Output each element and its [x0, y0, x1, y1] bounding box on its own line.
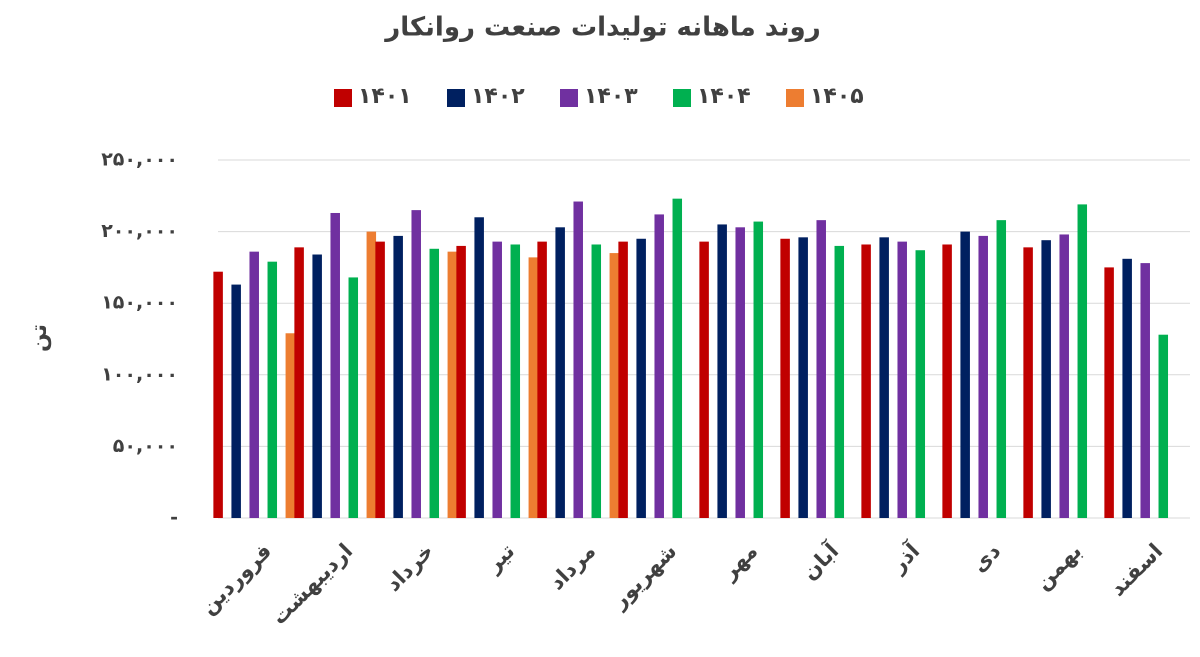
- x-tick-label: مرداد: [545, 539, 601, 595]
- x-tick-label: مهر: [716, 539, 762, 585]
- bar: [861, 244, 871, 518]
- bar: [1122, 258, 1132, 518]
- x-tick-label: فروردین: [196, 539, 276, 619]
- bar: [591, 244, 602, 518]
- bar: [942, 244, 952, 518]
- bar: [1077, 204, 1088, 518]
- bar: [447, 251, 458, 518]
- bar: [285, 333, 296, 518]
- bar: [618, 241, 628, 518]
- bar: [348, 277, 359, 518]
- bar: [672, 198, 683, 518]
- bar: [573, 201, 583, 518]
- bar: [717, 224, 727, 518]
- x-tick-label: اسفند: [1105, 539, 1167, 601]
- bar: [267, 261, 278, 518]
- bar: [879, 237, 889, 518]
- legend-swatch: [786, 89, 804, 107]
- y-tick-label: ۲۵۰,۰۰۰: [101, 149, 178, 171]
- bar: [1023, 247, 1033, 519]
- legend-label: ۱۴۰۵: [810, 84, 864, 109]
- bar: [411, 210, 421, 518]
- bar: [249, 251, 259, 518]
- legend-label: ۱۴۰۲: [471, 84, 525, 109]
- y-tick-label: ۲۰۰,۰۰۰: [101, 220, 178, 242]
- chart-title: روند ماهانه تولیدات صنعت روانکار: [383, 13, 820, 43]
- bar: [393, 235, 403, 518]
- legend-label: ۱۴۰۳: [584, 84, 638, 109]
- bar: [1104, 267, 1114, 518]
- bar: [753, 221, 764, 519]
- legend-label: ۱۴۰۱: [358, 84, 412, 109]
- bar: [1140, 263, 1150, 518]
- bar: [510, 244, 521, 518]
- bar: [915, 250, 926, 518]
- x-tick-label: خرداد: [381, 539, 438, 596]
- bar: [492, 241, 502, 518]
- legend-swatch: [673, 89, 691, 107]
- legend-swatch: [334, 89, 352, 107]
- bar: [312, 254, 322, 518]
- x-tick-label: تیر: [481, 539, 520, 578]
- bar: [456, 245, 466, 519]
- bar: [636, 238, 646, 518]
- bar: [609, 253, 620, 518]
- x-tick-label: شهریور: [607, 539, 682, 614]
- legend-swatch: [447, 89, 465, 107]
- bar: [213, 271, 223, 518]
- bar: [1041, 240, 1051, 518]
- bar: [294, 247, 304, 519]
- bar: [780, 238, 790, 518]
- bar: [375, 241, 385, 518]
- bar: [735, 227, 745, 518]
- x-tick-label: بهمن: [1031, 539, 1087, 595]
- bar: [699, 241, 709, 518]
- bar: [528, 257, 539, 518]
- bar: [231, 284, 241, 518]
- x-tick-label: آبان: [797, 538, 844, 585]
- x-tick-label: دی: [967, 539, 1005, 577]
- bar: [429, 248, 440, 518]
- bar: [366, 231, 377, 518]
- x-tick-label: اردیبهشت: [267, 539, 358, 630]
- bar: [474, 217, 484, 518]
- bar: [654, 214, 664, 518]
- bar: [1158, 334, 1169, 518]
- bar: [978, 235, 988, 518]
- bar: [816, 220, 826, 519]
- legend-swatch: [560, 89, 578, 107]
- bar: [555, 227, 565, 518]
- bar: [798, 237, 808, 518]
- bar: [897, 241, 907, 518]
- y-tick-label: -: [170, 507, 178, 529]
- y-axis-label: تن: [27, 324, 52, 352]
- bar: [330, 212, 340, 518]
- bar: [834, 245, 845, 519]
- y-tick-label: ۱۰۰,۰۰۰: [101, 363, 178, 385]
- legend-label: ۱۴۰۴: [697, 84, 751, 109]
- y-tick-label: ۱۵۰,۰۰۰: [101, 292, 178, 314]
- bar: [1059, 234, 1069, 519]
- x-tick-label: آذر: [885, 538, 925, 578]
- bar: [996, 220, 1007, 519]
- bar: [537, 241, 547, 518]
- bar: [960, 231, 970, 518]
- y-tick-label: ۵۰,۰۰۰: [113, 435, 178, 457]
